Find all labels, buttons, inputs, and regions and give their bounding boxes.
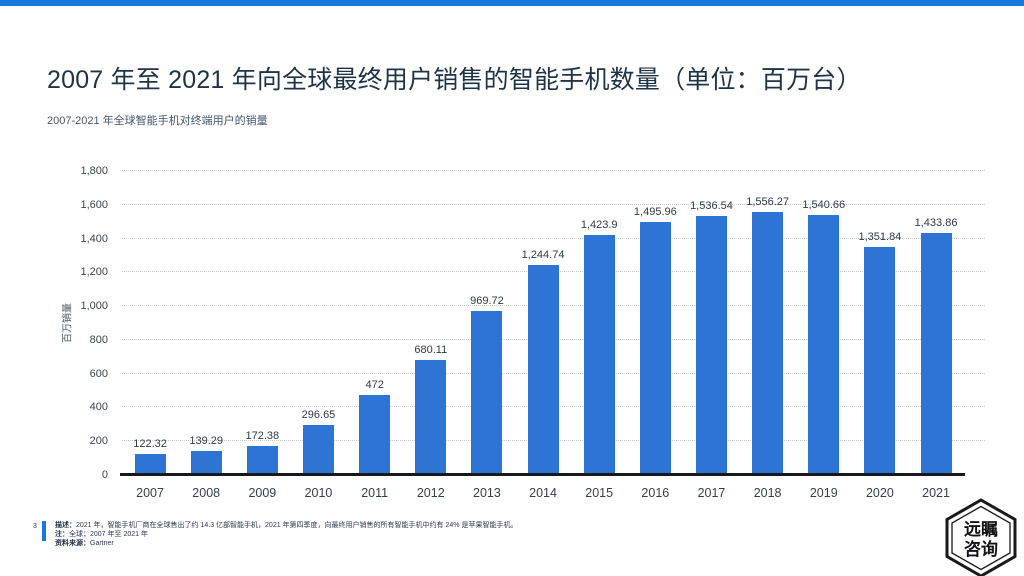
bar: [415, 360, 447, 475]
x-tick-label: 2015: [585, 486, 614, 500]
logo-text-line2: 咨询: [964, 539, 998, 559]
footer-note-label: 注：: [55, 531, 69, 538]
footer-source-text: Gartner: [90, 540, 114, 547]
y-tick-label: 1,200: [80, 266, 108, 279]
footer-source: 资料来源：Gartner: [55, 539, 675, 548]
bar: [246, 445, 278, 475]
bar-value-label: 296.65: [301, 408, 336, 421]
bar: [471, 311, 503, 475]
footer-description: 描述：2021 年，智能手机厂商在全球售出了约 14.3 亿部智能手机，2021…: [55, 521, 675, 530]
bar: [752, 212, 784, 475]
x-tick-label: 2014: [529, 486, 557, 500]
bar-value-label: 1,495.96: [633, 206, 677, 219]
x-tick-label: 2018: [753, 486, 782, 500]
bar: [639, 222, 671, 475]
x-tick-label: 2020: [865, 486, 894, 500]
x-axis-labels: 2007 2008 2009 2010 2011 2012 2013 2014 2015 2016…: [122, 486, 964, 500]
y-tick-label: 0: [101, 469, 108, 481]
bar-column: 1,540.66: [796, 171, 852, 475]
bar-value-label: 139.29: [189, 435, 224, 448]
bar-value-label: 680.11: [414, 344, 448, 357]
bar-value-label: 1,423.9: [580, 218, 618, 231]
x-tick-label: 2007: [136, 486, 164, 500]
bar-value-label: 1,540.66: [802, 198, 846, 211]
bar-column: 1,556.27: [740, 171, 796, 475]
bar-value-label: 1,433.86: [914, 216, 958, 229]
bar-column: 1,244.74: [515, 171, 571, 475]
bar: [134, 454, 166, 475]
x-tick-label: 2010: [304, 486, 333, 500]
bar-column: 296.65: [290, 171, 346, 475]
bar-column: 1,536.54: [683, 171, 739, 475]
bar-value-label: 1,351.84: [858, 230, 902, 243]
logo-hexagon-outer: [945, 498, 1017, 576]
footer-description-label: 描述：: [55, 522, 76, 529]
footer-accent-bar: [42, 521, 46, 541]
y-tick-label: 200: [89, 435, 108, 448]
bar-column: 680.11: [403, 171, 459, 475]
y-tick-label: 1,600: [80, 198, 108, 211]
y-tick-label: 1,400: [80, 232, 108, 245]
bar-value-label: 1,244.74: [521, 248, 565, 261]
footer-description-text: 2021 年，智能手机厂商在全球售出了约 14.3 亿部智能手机，2021 年第…: [76, 522, 518, 529]
bar-value-label: 472: [365, 379, 384, 392]
logo-hexagon-inner: [951, 505, 1011, 571]
bar: [302, 424, 334, 475]
logo-text-line1: 远瞩: [964, 520, 998, 539]
bar: [527, 264, 559, 475]
bar-column: 1,423.9: [571, 171, 627, 475]
gridline: [122, 203, 985, 205]
x-tick-label: 2021: [922, 486, 950, 500]
footer: 描述：2021 年，智能手机厂商在全球售出了约 14.3 亿部智能手机，2021…: [55, 521, 675, 548]
y-tick-label: 400: [89, 401, 108, 414]
bar: [808, 214, 840, 475]
gridline: [122, 170, 985, 171]
bar-column: 139.29: [178, 171, 234, 475]
x-tick-label: 2008: [192, 486, 221, 500]
x-tick-label: 2019: [809, 486, 838, 500]
footer-note: 注：全球；2007 年至 2021 年: [55, 530, 675, 539]
bar-column: 969.72: [459, 171, 515, 475]
bar-value-label: 969.72: [470, 295, 504, 308]
bar-column: 122.32: [122, 171, 178, 475]
y-tick-label: 600: [89, 367, 108, 380]
bar-column: 1,351.84: [852, 171, 908, 475]
top-accent-bar: [0, 0, 1024, 6]
bar: [695, 215, 727, 475]
company-logo: 远瞩 咨询: [945, 498, 1017, 576]
y-tick-label: 1,000: [80, 300, 108, 313]
footer-source-label: 资料来源：: [55, 540, 90, 547]
page-number: 3: [33, 523, 37, 530]
bar: [864, 246, 896, 475]
x-tick-label: 2017: [697, 486, 726, 500]
gridline: [122, 237, 985, 239]
bar-column: 1,433.86: [908, 171, 964, 475]
bar-value-label: 1,536.54: [690, 199, 733, 212]
bar-column: 172.38: [234, 171, 290, 475]
footer-note-text: 全球；2007 年至 2021 年: [69, 531, 148, 538]
bar: [583, 234, 615, 475]
bar: [359, 395, 391, 475]
bar-value-label: 1,556.27: [746, 196, 790, 209]
x-tick-label: 2013: [473, 486, 501, 500]
bar: [190, 451, 222, 475]
bar: [920, 232, 952, 475]
bar-column: 1,495.96: [627, 171, 683, 475]
x-tick-label: 2009: [248, 486, 277, 500]
bars-container: 122.32 139.29 172.38 296.65 472 680.11 969.72 1…: [122, 171, 964, 475]
bar-value-label: 122.32: [133, 438, 167, 451]
y-tick-label: 800: [89, 333, 108, 346]
x-tick-label: 2016: [641, 486, 670, 500]
chart-subtitle: 2007-2021 年全球智能手机对终端用户的销量: [47, 115, 268, 127]
bar-column: 472: [347, 171, 403, 475]
bar-value-label: 172.38: [245, 429, 280, 442]
x-tick-label: 2012: [416, 486, 445, 500]
y-tick-label: 1,800: [80, 165, 108, 177]
x-tick-label: 2011: [361, 486, 389, 500]
page-title: 2007 年至 2021 年向全球最终用户销售的智能手机数量（单位：百万台）: [47, 66, 862, 94]
x-axis-line: [120, 473, 965, 476]
plot-area: 百万销量 122.32 139.29 172.38 296.65 472 680.11 96…: [63, 165, 985, 500]
